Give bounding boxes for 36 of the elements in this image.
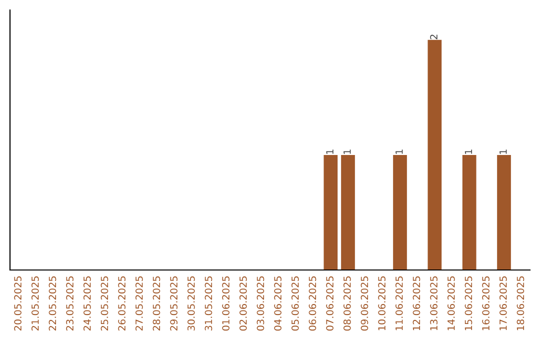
x-tick-label: 04.06.2025 [274, 276, 282, 331]
x-tick-label: 14.06.2025 [447, 276, 455, 330]
x-tick-label: 10.06.2025 [378, 276, 386, 330]
x-tick-label: 07.06.2025 [326, 276, 334, 331]
x-tick-label: 17.06.2025 [499, 276, 507, 330]
x-tick-label: 23.05.2025 [66, 276, 74, 331]
x-tick-label: 20.05.2025 [14, 276, 22, 331]
x-tick-label: 16.06.2025 [482, 276, 490, 330]
x-tick-label: 18.06.2025 [516, 276, 524, 330]
x-tick-label: 29.05.2025 [170, 276, 178, 331]
x-tick-label: 03.06.2025 [256, 276, 264, 331]
x-tick-label: 08.06.2025 [343, 276, 351, 331]
x-tick-label: 31.05.2025 [204, 276, 212, 330]
x-tick-label: 30.05.2025 [187, 276, 195, 330]
x-tick-label: 09.06.2025 [360, 276, 368, 331]
x-tick-label: 05.06.2025 [291, 276, 299, 331]
data-label: 1 [344, 150, 351, 154]
data-label: 1 [326, 150, 334, 154]
x-tick-label: 02.06.2025 [239, 276, 247, 331]
x-tick-label: 15.06.2025 [464, 276, 472, 330]
x-tick-label: 11.06.2025 [395, 276, 403, 330]
x-tick-label: 28.05.2025 [152, 276, 160, 331]
x-tick-label: 21.05.2025 [31, 276, 39, 331]
data-label: 1 [500, 150, 507, 154]
x-tick-label: 25.05.2025 [100, 276, 108, 331]
x-tick-label: 12.06.2025 [412, 276, 420, 330]
data-label: 1 [396, 150, 403, 154]
x-tick-label: 13.06.2025 [430, 276, 438, 330]
x-tick-label: 24.05.2025 [83, 276, 91, 331]
data-label: 1 [464, 150, 472, 154]
x-tick-label: 01.06.2025 [222, 276, 230, 331]
data-label: 2 [430, 34, 438, 40]
x-tick-label: 22.05.2025 [48, 276, 56, 331]
x-tick-label: 06.06.2025 [308, 276, 316, 331]
x-tick-label: 26.05.2025 [118, 276, 126, 331]
x-tick-label: 27.05.2025 [135, 276, 143, 331]
